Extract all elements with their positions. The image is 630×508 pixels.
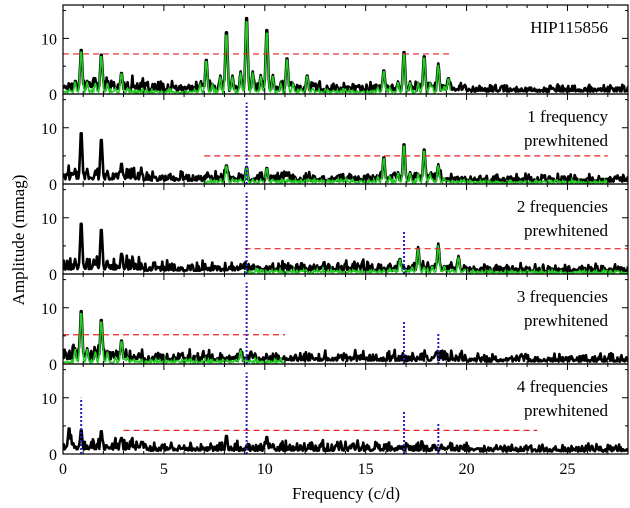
panel-label-line: 1 frequency [527,107,608,126]
fit-spectrum-line [204,145,609,184]
observed-spectrum-line [63,427,628,453]
observed-spectrum-line [63,309,628,363]
x-tick-label: 0 [59,461,67,478]
fit-spectrum-line [63,313,286,364]
panel-2-plot [63,102,628,184]
panel-3: 0 10 2 frequencies prewhitened [41,183,629,284]
panel-1: 0 10 HIP115856 [41,4,629,104]
panel-5: 0 10 4 frequencies prewhitened [41,363,629,464]
panel-5-plot [63,372,628,454]
panel-4: 0 10 3 frequencies prewhitened [41,273,629,374]
panel-label-line: HIP115856 [530,18,608,37]
panel-3-plot [63,192,628,274]
y-tick-label: 10 [41,31,57,48]
panel-1-plot [63,16,628,94]
panel-label-line: prewhitened [524,131,609,150]
panel-label-line: 3 frequencies [517,287,608,306]
x-tick-label: 15 [358,461,374,478]
y-axis-label: Amplitude (mmag) [9,175,28,306]
panel-2: 0 10 1 frequency prewhitened [41,93,629,194]
y-tick-label: 0 [49,357,57,374]
x-axis-label: Frequency (c/d) [292,484,400,503]
y-tick-label: 0 [49,87,57,104]
panel-label-line: prewhitened [524,311,609,330]
x-tick-labels: 0 5 10 15 20 25 [59,461,575,478]
x-tick-label: 20 [459,461,475,478]
panel-4-plot [63,282,628,364]
panel-label-line: 2 frequencies [517,197,608,216]
x-tick-label: 10 [257,461,273,478]
y-tick-label: 0 [49,267,57,284]
y-tick-label: 0 [49,447,57,464]
panel-label-line: prewhitened [524,401,609,420]
panel-label-line: 4 frequencies [517,377,608,396]
panels-group: 0 10 HIP115856 0 10 1 frequency prewhitened 0 10… [41,4,629,464]
x-tick-label: 25 [559,461,575,478]
y-tick-label: 10 [41,121,57,138]
observed-spectrum-line [63,16,628,93]
y-tick-label: 10 [41,211,57,228]
panel-label-line: prewhitened [524,221,609,240]
y-tick-label: 10 [41,391,57,408]
y-tick-label: 0 [49,177,57,194]
x-tick-label: 5 [160,461,168,478]
y-tick-label: 10 [41,301,57,318]
fit-spectrum-line [63,21,452,94]
fit-spectrum-line [244,245,628,274]
